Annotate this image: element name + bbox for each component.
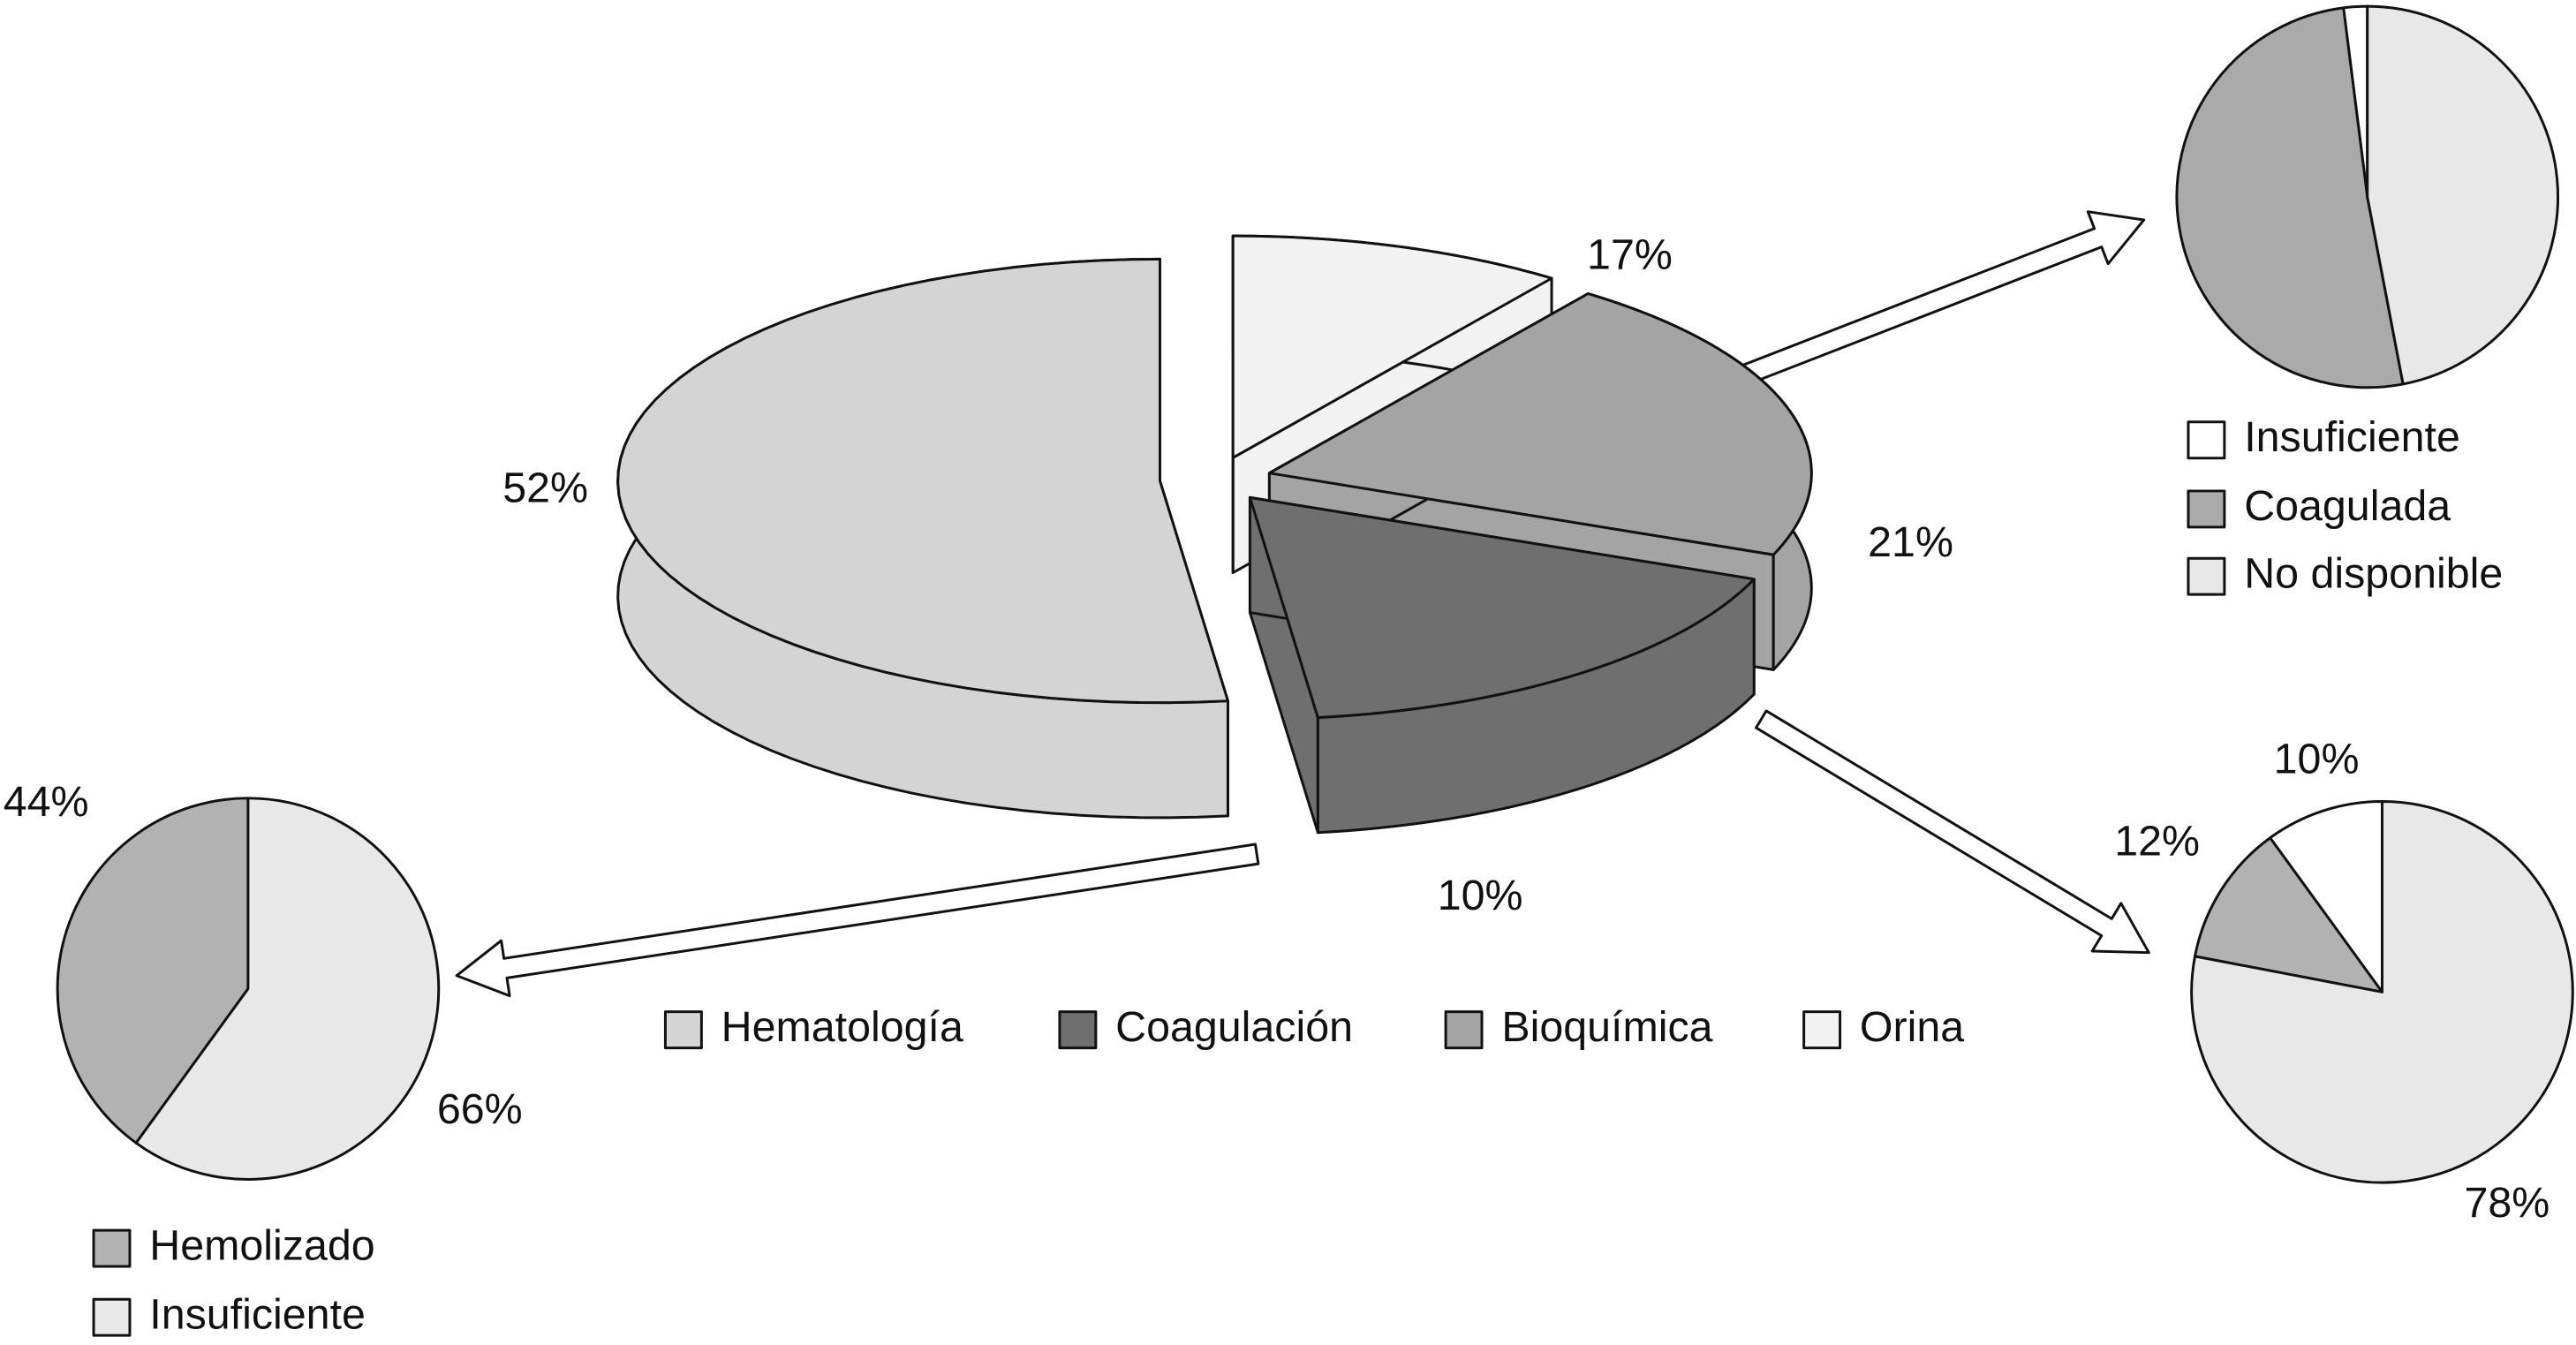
- arrow: [455, 843, 1260, 998]
- arrow: [1711, 210, 2146, 397]
- value-label: 44%: [4, 778, 89, 826]
- pie-slice: [616, 257, 1229, 705]
- legend-swatch: [92, 1228, 132, 1268]
- pie-slice: [2366, 4, 2560, 386]
- value-label: 52%: [502, 465, 588, 512]
- pie-slice: [56, 797, 250, 1145]
- pie-slice: [1248, 495, 1756, 720]
- legend-swatch: [92, 1297, 132, 1337]
- pie-slice: [1231, 234, 1553, 459]
- value-label: 17%: [1587, 231, 1673, 279]
- legend-swatch: [663, 1010, 703, 1050]
- arrow: [1755, 709, 2150, 955]
- legend-swatch: [2187, 489, 2226, 529]
- pie-slice: [2190, 800, 2574, 1184]
- pie-slice: [2269, 800, 2383, 994]
- value-label: 10%: [1438, 872, 1523, 919]
- legend-label: Hematología: [721, 1003, 963, 1051]
- legend-label: Insuficiente: [149, 1290, 366, 1338]
- value-label: 12%: [2114, 818, 2200, 865]
- legend-swatch: [1802, 1010, 1842, 1050]
- value-label: 10%: [2274, 736, 2360, 783]
- legend-swatch: [1444, 1010, 1484, 1050]
- legend-label: Coagulada: [2244, 482, 2451, 530]
- pie-slice: [2175, 6, 2405, 389]
- legend-label: Coagulación: [1115, 1003, 1353, 1051]
- legend-label: Bioquímica: [1501, 1003, 1712, 1051]
- legend-swatch: [2187, 420, 2226, 460]
- legend-label: Orina: [1860, 1003, 1964, 1051]
- legend-swatch: [2187, 556, 2226, 596]
- value-label: 21%: [1868, 518, 1953, 566]
- legend-label: Insuficiente: [2244, 413, 2460, 461]
- pie-slice: [2194, 836, 2383, 994]
- legend-label: No disponible: [2244, 549, 2503, 597]
- pie-slice: [1267, 292, 1813, 556]
- value-label: 78%: [2464, 1179, 2550, 1227]
- legend-swatch: [1058, 1010, 1098, 1050]
- pie-slice: [134, 797, 441, 1181]
- legend-label: Hemolizado: [149, 1221, 374, 1269]
- value-label: 66%: [437, 1085, 523, 1133]
